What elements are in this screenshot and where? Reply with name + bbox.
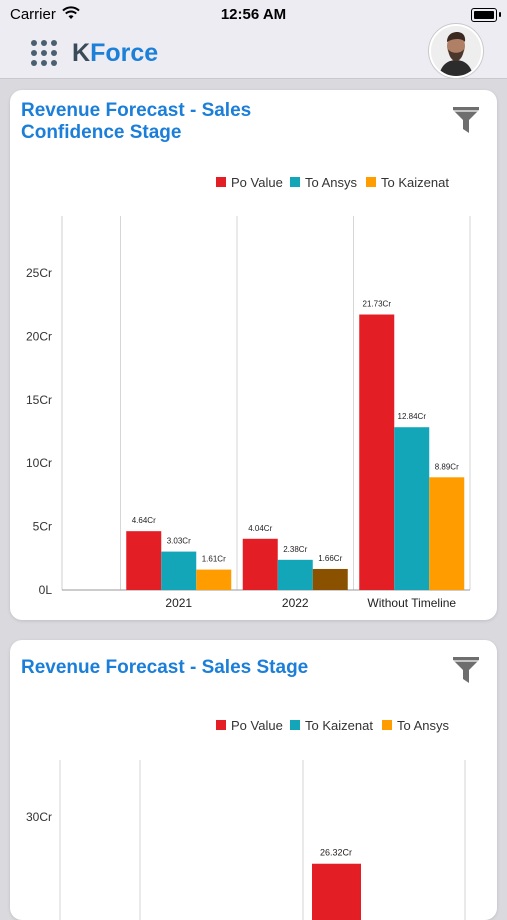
battery-icon (471, 8, 497, 22)
brand-logo: KForce (72, 39, 158, 68)
legend-swatch (290, 720, 300, 730)
bar-chart: 30Cr 26.32Cr (26, 760, 466, 920)
bar-value-label: 26.32Cr (320, 848, 352, 858)
card-title: Revenue Forecast - Sales Confidence Stag… (21, 100, 252, 143)
legend-label: To Ansys (397, 718, 450, 733)
filter-icon[interactable] (451, 105, 481, 135)
x-tick-label: 2022 (282, 596, 309, 610)
bar (429, 477, 465, 590)
x-tick-label: Without Timeline (367, 596, 456, 610)
y-tick-label: 25Cr (26, 266, 52, 280)
bar-chart: 0L 5Cr 10Cr 15Cr 20Cr 25Cr 4.64Cr 3.03Cr 1.61Cr 2… (26, 216, 471, 610)
legend-swatch (216, 720, 226, 730)
bar-value-label: 4.04Cr (248, 524, 272, 533)
bar (312, 863, 361, 920)
legend-swatch (366, 177, 376, 187)
bar (242, 538, 278, 590)
legend-label: To Kaizenat (381, 175, 449, 190)
wifi-icon (62, 6, 80, 24)
bar (196, 569, 232, 590)
legend-label: To Ansys (305, 175, 358, 190)
bar-value-label: 12.84Cr (398, 412, 427, 421)
bar (359, 314, 395, 590)
bar (126, 531, 162, 590)
carrier-label: Carrier (10, 6, 56, 23)
bar (312, 568, 348, 590)
bar (161, 551, 197, 590)
clock: 12:56 AM (220, 6, 287, 23)
bar-value-label: 21.73Cr (363, 300, 392, 309)
bar (277, 559, 313, 590)
y-tick-label: 0L (39, 583, 53, 597)
app-header: KForce (0, 24, 507, 79)
legend-label: Po Value (231, 175, 283, 190)
status-bar: Carrier 12:56 AM (0, 0, 507, 30)
y-tick-label: 20Cr (26, 329, 52, 343)
filter-icon[interactable] (451, 655, 481, 685)
legend-swatch (382, 720, 392, 730)
user-avatar[interactable] (429, 24, 483, 78)
app-menu-grid-icon[interactable] (31, 40, 57, 66)
bar-value-label: 1.66Cr (318, 554, 342, 563)
chart-legend: Po Value To Ansys To Kaizenat (216, 175, 486, 191)
bar-value-label: 3.03Cr (167, 537, 191, 546)
y-tick-label: 30Cr (26, 810, 52, 824)
chart-card-sales-stage: Revenue Forecast - Sales Stage Po Value … (10, 640, 497, 920)
y-tick-label: 5Cr (33, 520, 52, 534)
y-tick-label: 15Cr (26, 393, 52, 407)
bar-value-label: 2.38Cr (283, 545, 307, 554)
x-tick-label: 2021 (165, 596, 192, 610)
legend-swatch (216, 177, 226, 187)
legend-label: Po Value (231, 718, 283, 733)
legend-label: To Kaizenat (305, 718, 373, 733)
legend-swatch (290, 177, 300, 187)
battery-tip (499, 12, 501, 17)
bar (394, 427, 430, 590)
brand-logo-rest: Force (90, 39, 159, 67)
bar-value-label: 8.89Cr (435, 462, 459, 471)
bar-value-label: 1.61Cr (202, 555, 226, 564)
bar-value-label: 4.64Cr (132, 516, 156, 525)
card-title: Revenue Forecast - Sales Stage (21, 657, 309, 678)
chart-legend: Po Value To Kaizenat To Ansys (216, 718, 486, 734)
chart-card-confidence-stage: Revenue Forecast - Sales Confidence Stag… (10, 90, 497, 620)
y-tick-label: 10Cr (26, 456, 52, 470)
brand-logo-k: K (72, 39, 91, 67)
